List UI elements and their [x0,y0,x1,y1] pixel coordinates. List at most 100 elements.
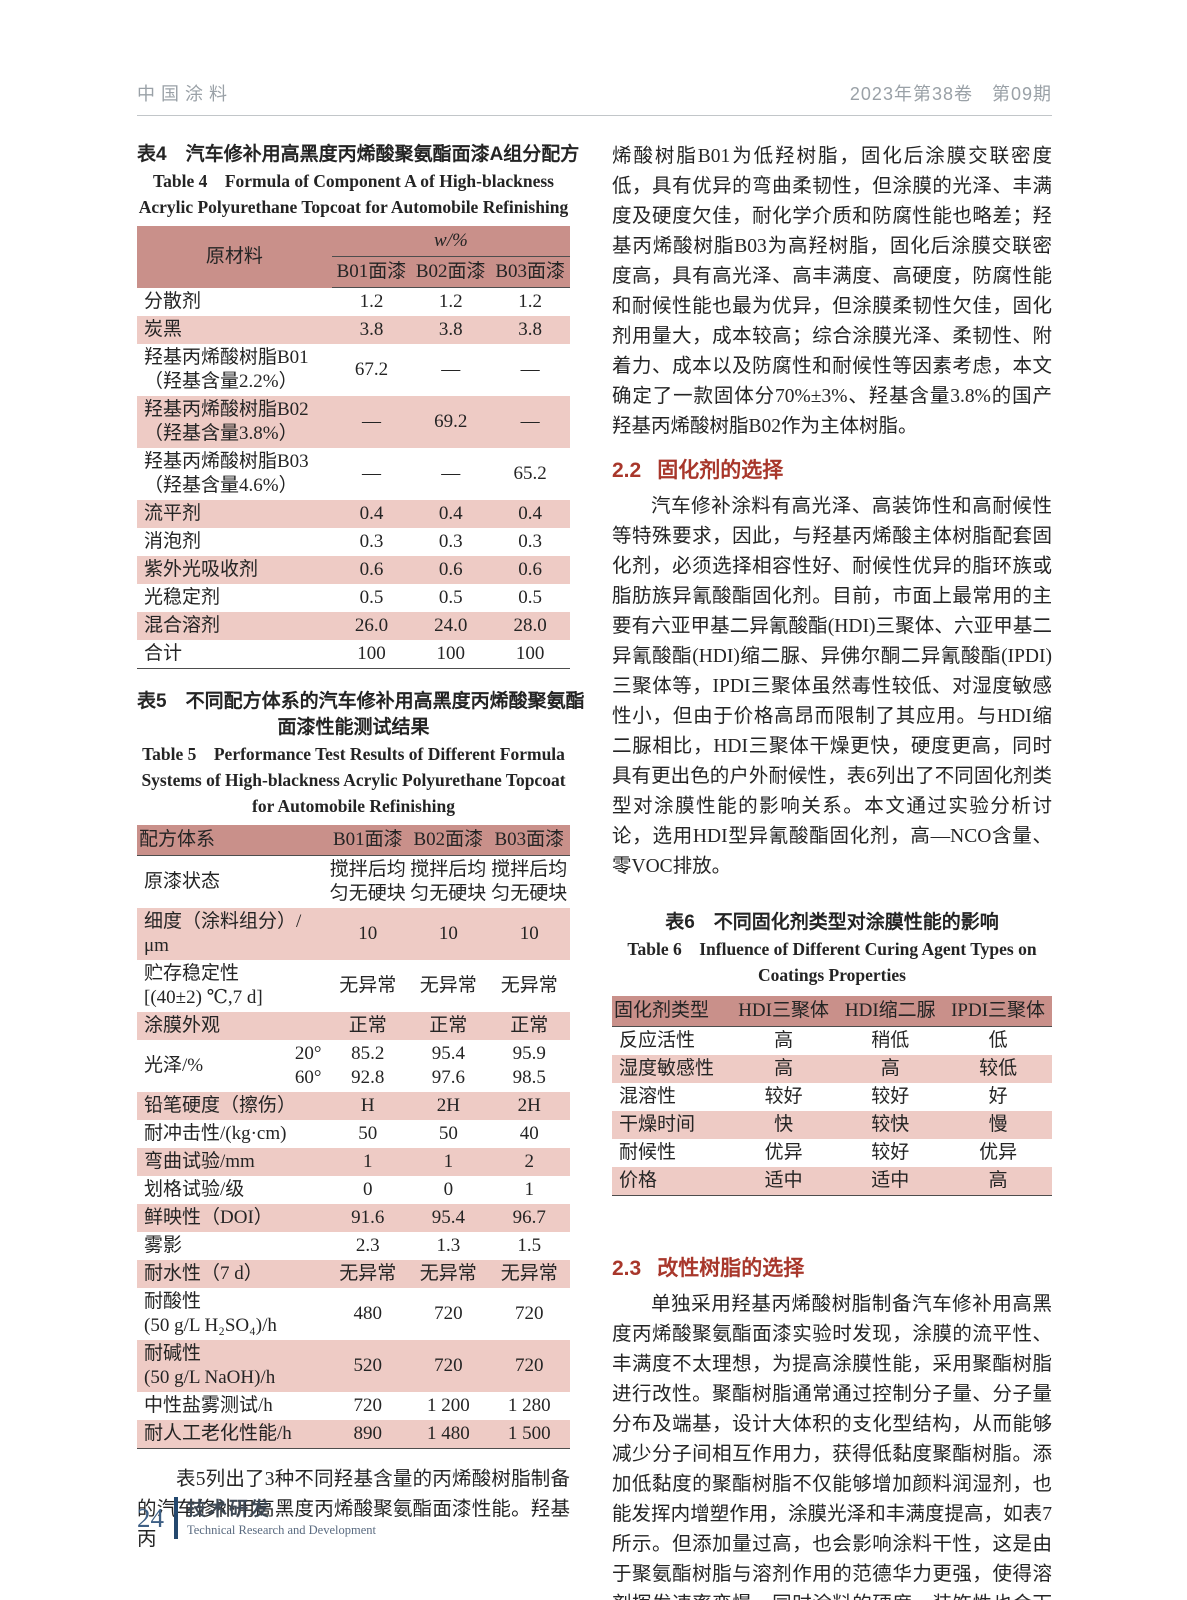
table-row: 紫外光吸收剂 0.6 0.6 0.6 [137,556,570,584]
table-row: 混溶性 较好 较好 好 [612,1083,1052,1111]
left-column: 表4 汽车修补用高黑度丙烯酸聚氨酯面漆A组分配方 Table 4 Formula… [137,142,585,1600]
col-header-hdi-biuret: HDI缩二脲 [836,996,945,1027]
gloss-angle-20: 20° [294,1043,322,1064]
row-label: 光泽/% 20° 60° [137,1040,328,1092]
section-title: 改性树脂的选择 [657,1257,805,1280]
row-value: 1.2 [359,291,384,312]
row-value: 85.2 92.8 [351,1043,385,1088]
row-value: 96.7 [512,1207,546,1228]
row-value: 720 [434,1303,463,1324]
row-value: 720 [515,1303,544,1324]
row-value: 无异常 [500,1263,558,1284]
row-value: 720 [515,1355,544,1376]
row-value: 高 [774,1030,794,1051]
row-value: 65.2 [513,463,547,484]
table-row: 耐酸性 (50 g/L H₂SO₄)/h 480 720 720 [137,1288,570,1340]
row-label: 耐候性 [619,1142,677,1163]
page-footer: 24 技术研发 Technical Research and Developme… [137,1497,376,1539]
table-row: 流平剂 0.4 0.4 0.4 [137,500,570,528]
row-label: 湿度敏感性 [619,1058,715,1079]
row-label: 干燥时间 [619,1114,696,1135]
row-value: 正常 [348,1015,387,1036]
row-label: 铅笔硬度（擦伤） [144,1095,297,1116]
row-value: 0.3 [518,531,543,552]
table-row: 分散剂 1.2 1.2 1.2 [137,288,570,317]
row-value: 2 [524,1151,535,1172]
table-row: 配方体系 B01面漆 B02面漆 B03面漆 [137,825,570,856]
row-label: 混合溶剂 [144,615,221,636]
footer-section-cn: 技术研发 [187,1498,272,1520]
row-label: 鲜映性（DOI） [144,1207,273,1228]
table-row: 中性盐雾测试/h 720 1 200 1 280 [137,1392,570,1420]
row-label: 弯曲试验/mm [144,1151,255,1172]
table-row: 反应活性 高 稍低 低 [612,1027,1052,1056]
row-value: 较快 [871,1114,910,1135]
row-value: 1.5 [517,1235,542,1256]
row-value: 无异常 [419,975,477,996]
row-label: 炭黑 [144,319,183,340]
row-label: 混溶性 [619,1086,677,1107]
table-row: 划格试验/级 0 0 1 [137,1176,570,1204]
row-label: 羟基丙烯酸树脂B03 （羟基含量4.6%） [144,451,309,496]
table-row: 鲜映性（DOI） 91.6 95.4 96.7 [137,1204,570,1232]
row-value: 1 [524,1179,535,1200]
row-label: 耐酸性 (50 g/L H₂SO₄)/h [144,1291,277,1336]
row-value: 50 [438,1123,458,1144]
row-value: 1 280 [507,1395,551,1416]
row-label: 耐人工老化性能/h [144,1423,292,1444]
row-value: 1.2 [518,291,543,312]
row-value: 好 [988,1086,1008,1107]
row-value: 0 [443,1179,454,1200]
row-value: 1.3 [436,1235,461,1256]
row-value: 100 [515,643,545,664]
row-label: 贮存稳定性 [(40±2) ℃,7 d] [144,963,263,1008]
section-heading-2-2: 2.2 固化剂的选择 [612,454,1052,484]
row-value: 26.0 [354,615,389,636]
table-row: 弯曲试验/mm 1 1 2 [137,1148,570,1176]
row-value: 慢 [988,1114,1008,1135]
table6-caption: 表6 不同固化剂类型对涂膜性能的影响 Table 6 Influence of … [627,912,1037,985]
row-value: 95.4 97.6 [431,1043,465,1088]
row-value: 高 [988,1170,1008,1191]
row-label: 耐水性（7 d） [144,1263,263,1284]
table-row: 原漆状态 搅拌后均匀无硬块 搅拌后均匀无硬块 搅拌后均匀无硬块 [137,856,570,909]
row-label: 耐碱性 (50 g/L NaOH)/h [144,1343,276,1388]
row-value: 720 [353,1395,383,1416]
row-value: 适中 [871,1170,910,1191]
table-row: 价格 适中 适中 高 [612,1167,1052,1196]
row-value: 480 [353,1303,383,1324]
row-value: — [520,359,540,380]
performance-table-5: 配方体系 B01面漆 B02面漆 B03面漆 原漆状态 搅拌后均匀无硬块 搅拌后… [137,825,570,1449]
row-label: 紫外光吸收剂 [144,559,259,580]
row-label: 耐冲击性/(kg·cm) [144,1123,287,1144]
table4-caption: 表4 汽车修补用高黑度丙烯酸聚氨酯面漆A组分配方 Table 4 Formula… [137,144,580,217]
row-value: — [441,359,461,380]
section-2-2-paragraph: 汽车修补涂料有高光泽、高装饰性和高耐候性等特殊要求，因此，与羟基丙烯酸主体树脂配… [612,496,1052,877]
row-value: 1 500 [507,1423,551,1444]
row-value: 0.4 [359,503,384,524]
row-value: 无异常 [339,975,397,996]
table-row: 耐候性 优异 较好 优异 [612,1139,1052,1167]
row-value: 0.5 [438,587,463,608]
issue-info: 2023年第38卷 第09期 [849,84,1052,104]
journal-name: 中国涂料 [137,84,233,104]
row-value: 稍低 [871,1030,910,1051]
row-label: 合计 [144,643,183,664]
row-label: 羟基丙烯酸树脂B02 （羟基含量3.8%） [144,399,309,444]
table-row: 雾影 2.3 1.3 1.5 [137,1232,570,1260]
row-value: 40 [519,1123,539,1144]
running-head: 中国涂料 2023年第38卷 第09期 [137,80,1052,116]
table-row: 干燥时间 快 较快 慢 [612,1111,1052,1139]
table-row: 光稳定剂 0.5 0.5 0.5 [137,584,570,612]
row-value: 0.5 [518,587,543,608]
row-value: 10 [519,923,539,944]
row-value: 3.8 [359,319,384,340]
page-number: 24 [137,1502,164,1533]
col-header-ipdi-trimer: IPDI三聚体 [944,996,1052,1027]
table-row: 耐碱性 (50 g/L NaOH)/h 520 720 720 [137,1340,570,1392]
row-value: 较好 [871,1142,910,1163]
row-value: 67.2 [354,359,389,380]
row-value: 1 [443,1151,454,1172]
col-header-hdi-trimer: HDI三聚体 [730,996,837,1027]
row-value: 无异常 [500,975,558,996]
